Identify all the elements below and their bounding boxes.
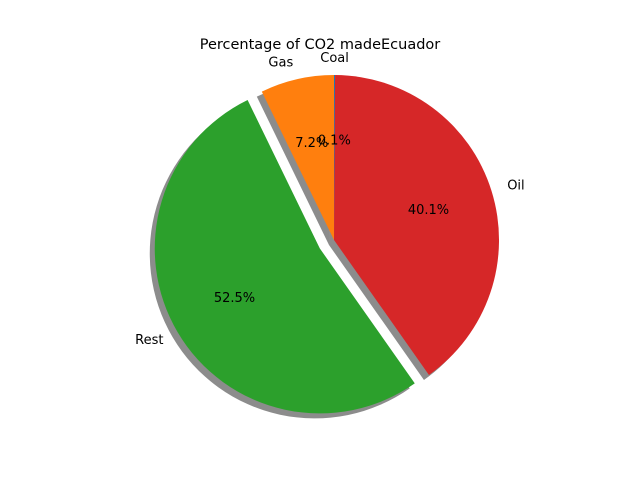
- pie-pct-label-oil: 40.1%: [408, 203, 449, 218]
- pie-wedge-rest: [154, 100, 415, 414]
- pie-label-rest: Rest: [135, 333, 163, 348]
- pie-pct-label-coal: 0.1%: [318, 134, 351, 149]
- pie-label-gas: Gas: [268, 56, 293, 71]
- label-layer: Coal 0.1% Oil 40.1% Rest 52.5% Gas 7.2%: [135, 51, 525, 348]
- wedge-layer: [154, 74, 500, 414]
- pie-wedge-oil: [334, 75, 500, 375]
- pie-label-oil: Oil: [507, 178, 524, 193]
- pie-wedge-coal: [334, 74, 336, 241]
- chart-title: Percentage of CO2 madeEcuador: [200, 37, 441, 53]
- pie-pct-label-gas: 7.2%: [295, 136, 328, 151]
- pie-wedge-gas: [261, 75, 334, 240]
- pie-label-coal: Coal: [320, 51, 349, 66]
- pie-pct-label-rest: 52.5%: [214, 291, 255, 306]
